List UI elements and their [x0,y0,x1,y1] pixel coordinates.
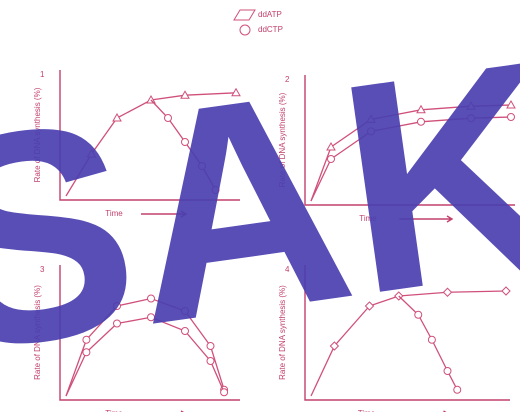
marker [181,307,189,315]
marker [206,342,215,350]
marker [82,335,91,344]
curve [310,116,512,202]
marker [366,114,376,123]
legend-label: ddATP [258,10,282,19]
marker [86,148,97,158]
legend-circle-icon [239,24,251,36]
panel-number: 1 [40,70,45,79]
panel-number: 4 [285,265,290,274]
marker [466,101,476,110]
marker [147,294,155,303]
x-axis-label: Time [359,214,377,223]
curve [65,92,237,197]
x-arrow [399,215,454,223]
curve [310,104,512,202]
marker [501,286,511,296]
marker [198,162,206,170]
legend-triangle-icon [233,9,256,21]
x-arrow [141,210,188,218]
marker [414,310,423,319]
marker [147,313,155,322]
axes [59,70,240,201]
marker [364,301,375,311]
panel-number: 2 [285,75,290,84]
panels: 1 Rate of DNA synthesis (%) Time 2 Rate of D… [33,70,516,412]
marker [453,385,462,394]
marker [180,90,190,99]
axes [304,265,510,401]
x-axis-label: Time [358,409,376,412]
marker [467,114,475,123]
marker [329,341,340,351]
marker [113,302,121,310]
marker [211,186,220,194]
marker [326,141,336,151]
marker [327,155,335,163]
marker [82,348,91,357]
marker [220,388,229,397]
marker [181,138,189,146]
marker [416,104,426,114]
marker [506,99,516,109]
marker [417,117,425,126]
marker [112,112,122,122]
marker [113,319,121,328]
curve [310,290,507,397]
axes [304,75,515,206]
x-axis-label: Time [105,209,123,218]
y-axis-label: Rate of DNA synthesis (%) [33,285,42,380]
marker [427,335,436,344]
x-axis-label: Time [105,409,123,412]
marker [507,113,515,121]
marker [164,114,172,122]
axes [59,265,240,401]
marker [181,327,189,335]
panel-number: 3 [40,265,45,274]
marker [206,357,215,365]
y-axis-label: Rate of DNA synthesis (%) [278,285,287,380]
y-axis-label: Rate of DNA synthesis (%) [278,92,287,187]
y-axis-label: Rate of DNA synthesis (%) [33,87,42,182]
marker [231,87,241,97]
legend-label: ddCTP [258,25,283,34]
marker [442,287,453,297]
marker [367,127,375,136]
marker [443,367,452,375]
